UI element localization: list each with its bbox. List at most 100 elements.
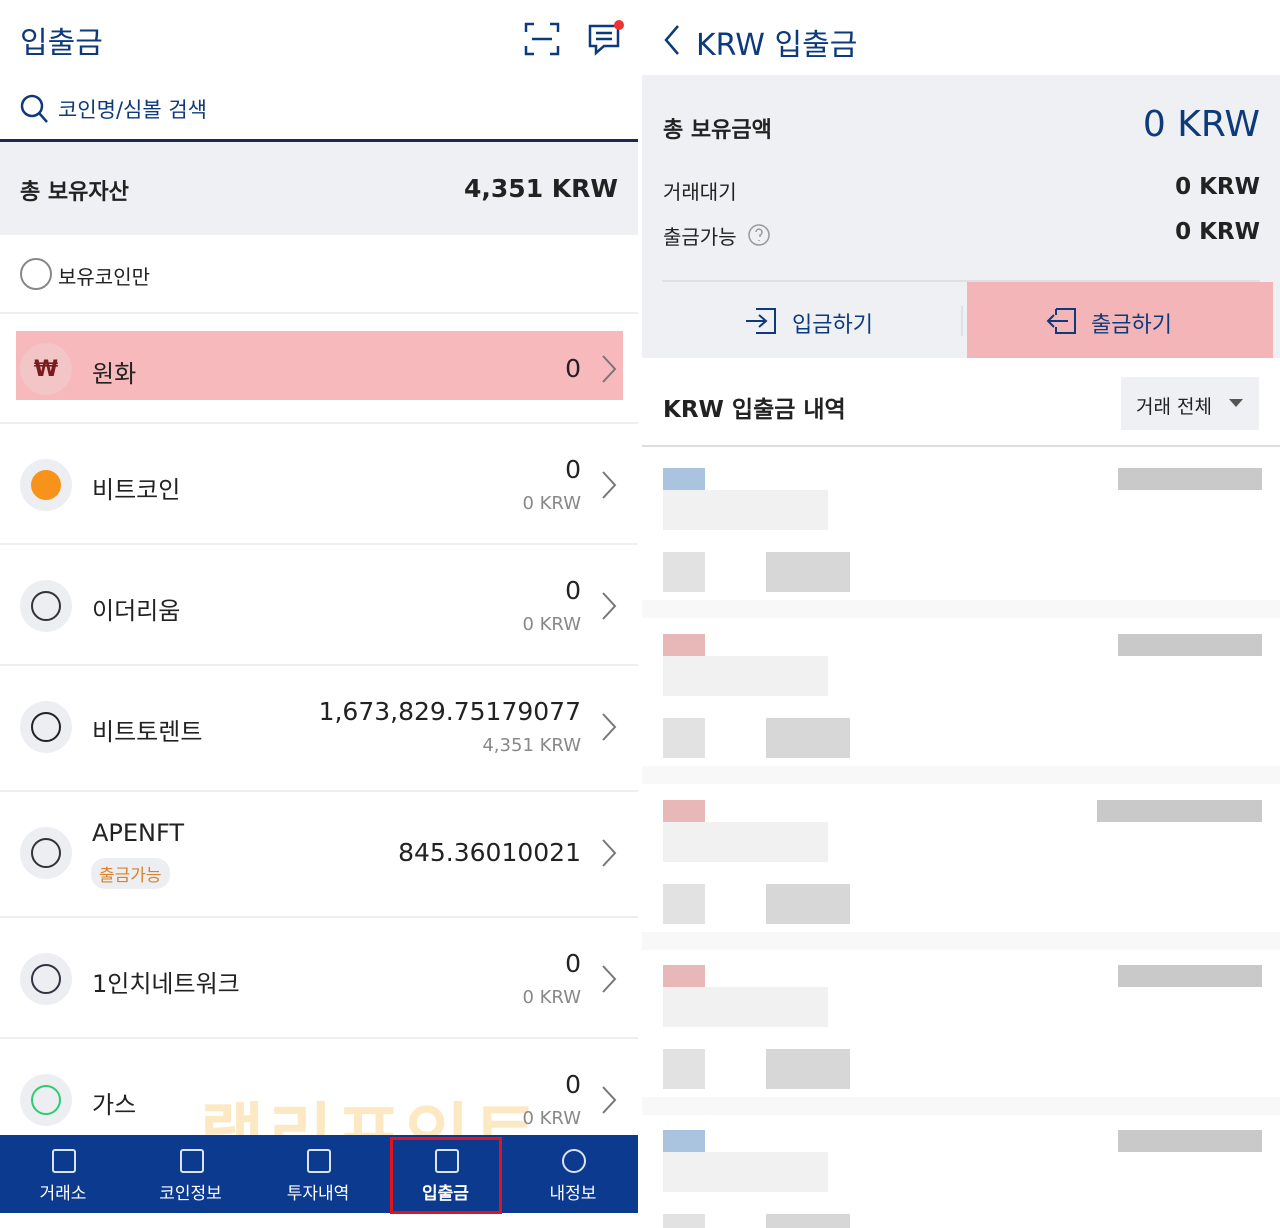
chevron[interactable] <box>601 712 617 742</box>
coin-krw: 4,351 KRW <box>482 735 581 756</box>
blurred-block <box>766 1214 850 1228</box>
nav-label[interactable]: 코인정보 <box>159 1184 222 1204</box>
chevron[interactable] <box>601 838 617 868</box>
blurred-block <box>663 965 705 987</box>
nav-label[interactable]: 입출금 <box>422 1184 469 1204</box>
row-label: 거래대기 <box>663 180 737 204</box>
withdraw-highlight <box>967 282 1273 358</box>
divider <box>642 445 1280 447</box>
filter-checkbox[interactable] <box>19 257 53 291</box>
coin-name[interactable]: 이더리움 <box>92 597 181 625</box>
blurred-block <box>663 884 705 924</box>
divider <box>0 1037 638 1039</box>
history-title: KRW 입출금 내역 <box>663 397 846 423</box>
search-underline <box>0 139 638 142</box>
filter-label[interactable]: 보유코인만 <box>58 265 150 289</box>
nav-label[interactable]: 투자내역 <box>286 1184 350 1204</box>
blurred-block <box>766 1049 850 1089</box>
withdraw-button[interactable]: 출금하기 <box>1091 313 1172 338</box>
blurred-divider <box>642 1097 1280 1115</box>
blurred-block <box>1118 1130 1262 1152</box>
coin-name[interactable]: APENFT <box>92 819 185 847</box>
coin-logo <box>31 591 61 621</box>
coin-icon <box>20 459 72 511</box>
blurred-block <box>766 718 850 758</box>
coin-name[interactable]: 비트코인 <box>92 476 181 504</box>
blurred-block <box>1118 965 1262 987</box>
coin-icon <box>20 953 72 1005</box>
coin-amount: 845.36010021 <box>398 838 581 867</box>
blurred-block <box>663 718 705 758</box>
nav-icon <box>562 1149 586 1173</box>
chevron[interactable] <box>601 1085 617 1115</box>
total-label: 총 보유금액 <box>663 118 772 143</box>
blurred-block <box>663 1049 705 1089</box>
badge: 출금가능 <box>91 858 170 889</box>
coin-icon <box>20 827 72 879</box>
deposit-icon <box>746 308 776 334</box>
nav-label[interactable]: 거래소 <box>39 1184 87 1204</box>
coin-amount: 0 <box>565 576 581 605</box>
blurred-block <box>663 1214 705 1228</box>
row-highlight <box>16 331 623 400</box>
back-button[interactable] <box>660 22 684 58</box>
nav-icon <box>52 1149 76 1173</box>
divider <box>0 664 638 666</box>
divider <box>0 543 638 545</box>
history-filter-label[interactable]: 거래 전체 <box>1136 396 1212 418</box>
coin-icon <box>20 1074 72 1126</box>
divider <box>0 790 638 792</box>
blurred-block <box>663 987 828 1027</box>
bottom-nav: 거래소 코인정보 투자내역 입출금 내정보 <box>0 1135 638 1214</box>
header-title: 입출금 <box>20 26 103 61</box>
coin-name[interactable]: 비트토렌트 <box>92 718 203 746</box>
chevron[interactable] <box>601 964 617 994</box>
coin-name[interactable]: 원화 <box>92 360 137 388</box>
active-tab-outline <box>389 1137 502 1214</box>
header-title: KRW 입출금 <box>696 28 858 63</box>
chevron[interactable] <box>601 591 617 621</box>
blurred-block <box>1118 468 1262 490</box>
blurred-divider <box>642 600 1280 618</box>
nav-label[interactable]: 내정보 <box>549 1184 597 1204</box>
blurred-block <box>663 656 828 696</box>
nav-icon <box>434 1149 459 1173</box>
divider <box>0 422 638 424</box>
coin-icon: ₩ <box>20 343 72 395</box>
left-screen: 입출금 코인명/심볼 검색 총 보유자산 4,351 KRW 보유코인만 랠리포… <box>0 0 638 1228</box>
total-band <box>0 142 638 235</box>
divider <box>961 306 963 336</box>
blurred-block <box>1118 634 1262 656</box>
divider <box>0 312 638 314</box>
deposit-button[interactable]: 입금하기 <box>792 313 873 338</box>
search-icon <box>20 94 48 123</box>
chevron[interactable] <box>601 354 617 384</box>
total-value: 0 KRW <box>1142 104 1260 145</box>
blurred-block <box>663 468 705 490</box>
coin-amount: 0 <box>565 354 581 383</box>
coin-logo <box>31 964 61 994</box>
search-input[interactable]: 코인명/심볼 검색 <box>58 98 207 122</box>
coin-amount: 0 <box>565 949 581 978</box>
help-icon[interactable] <box>747 223 771 247</box>
total-label: 총 보유자산 <box>20 180 129 205</box>
chevron[interactable] <box>601 470 617 500</box>
blurred-block <box>663 490 828 530</box>
coin-amount: 0 <box>565 1070 581 1099</box>
blurred-block <box>663 1152 828 1192</box>
nav-icon <box>307 1149 331 1173</box>
blurred-block <box>766 552 850 592</box>
coin-amount: 1,673,829.75179077 <box>318 697 581 726</box>
scan-icon[interactable] <box>524 22 560 56</box>
chat-icon[interactable] <box>586 18 626 58</box>
coin-logo <box>31 838 61 868</box>
coin-name[interactable]: 가스 <box>92 1091 137 1119</box>
coin-name[interactable]: 1인치네트워크 <box>92 970 240 998</box>
coin-logo <box>31 1085 61 1115</box>
blurred-block <box>663 800 705 822</box>
divider <box>662 280 1260 282</box>
coin-krw: 0 KRW <box>522 987 581 1008</box>
blurred-block <box>663 552 705 592</box>
total-value: 4,351 KRW <box>464 174 618 203</box>
